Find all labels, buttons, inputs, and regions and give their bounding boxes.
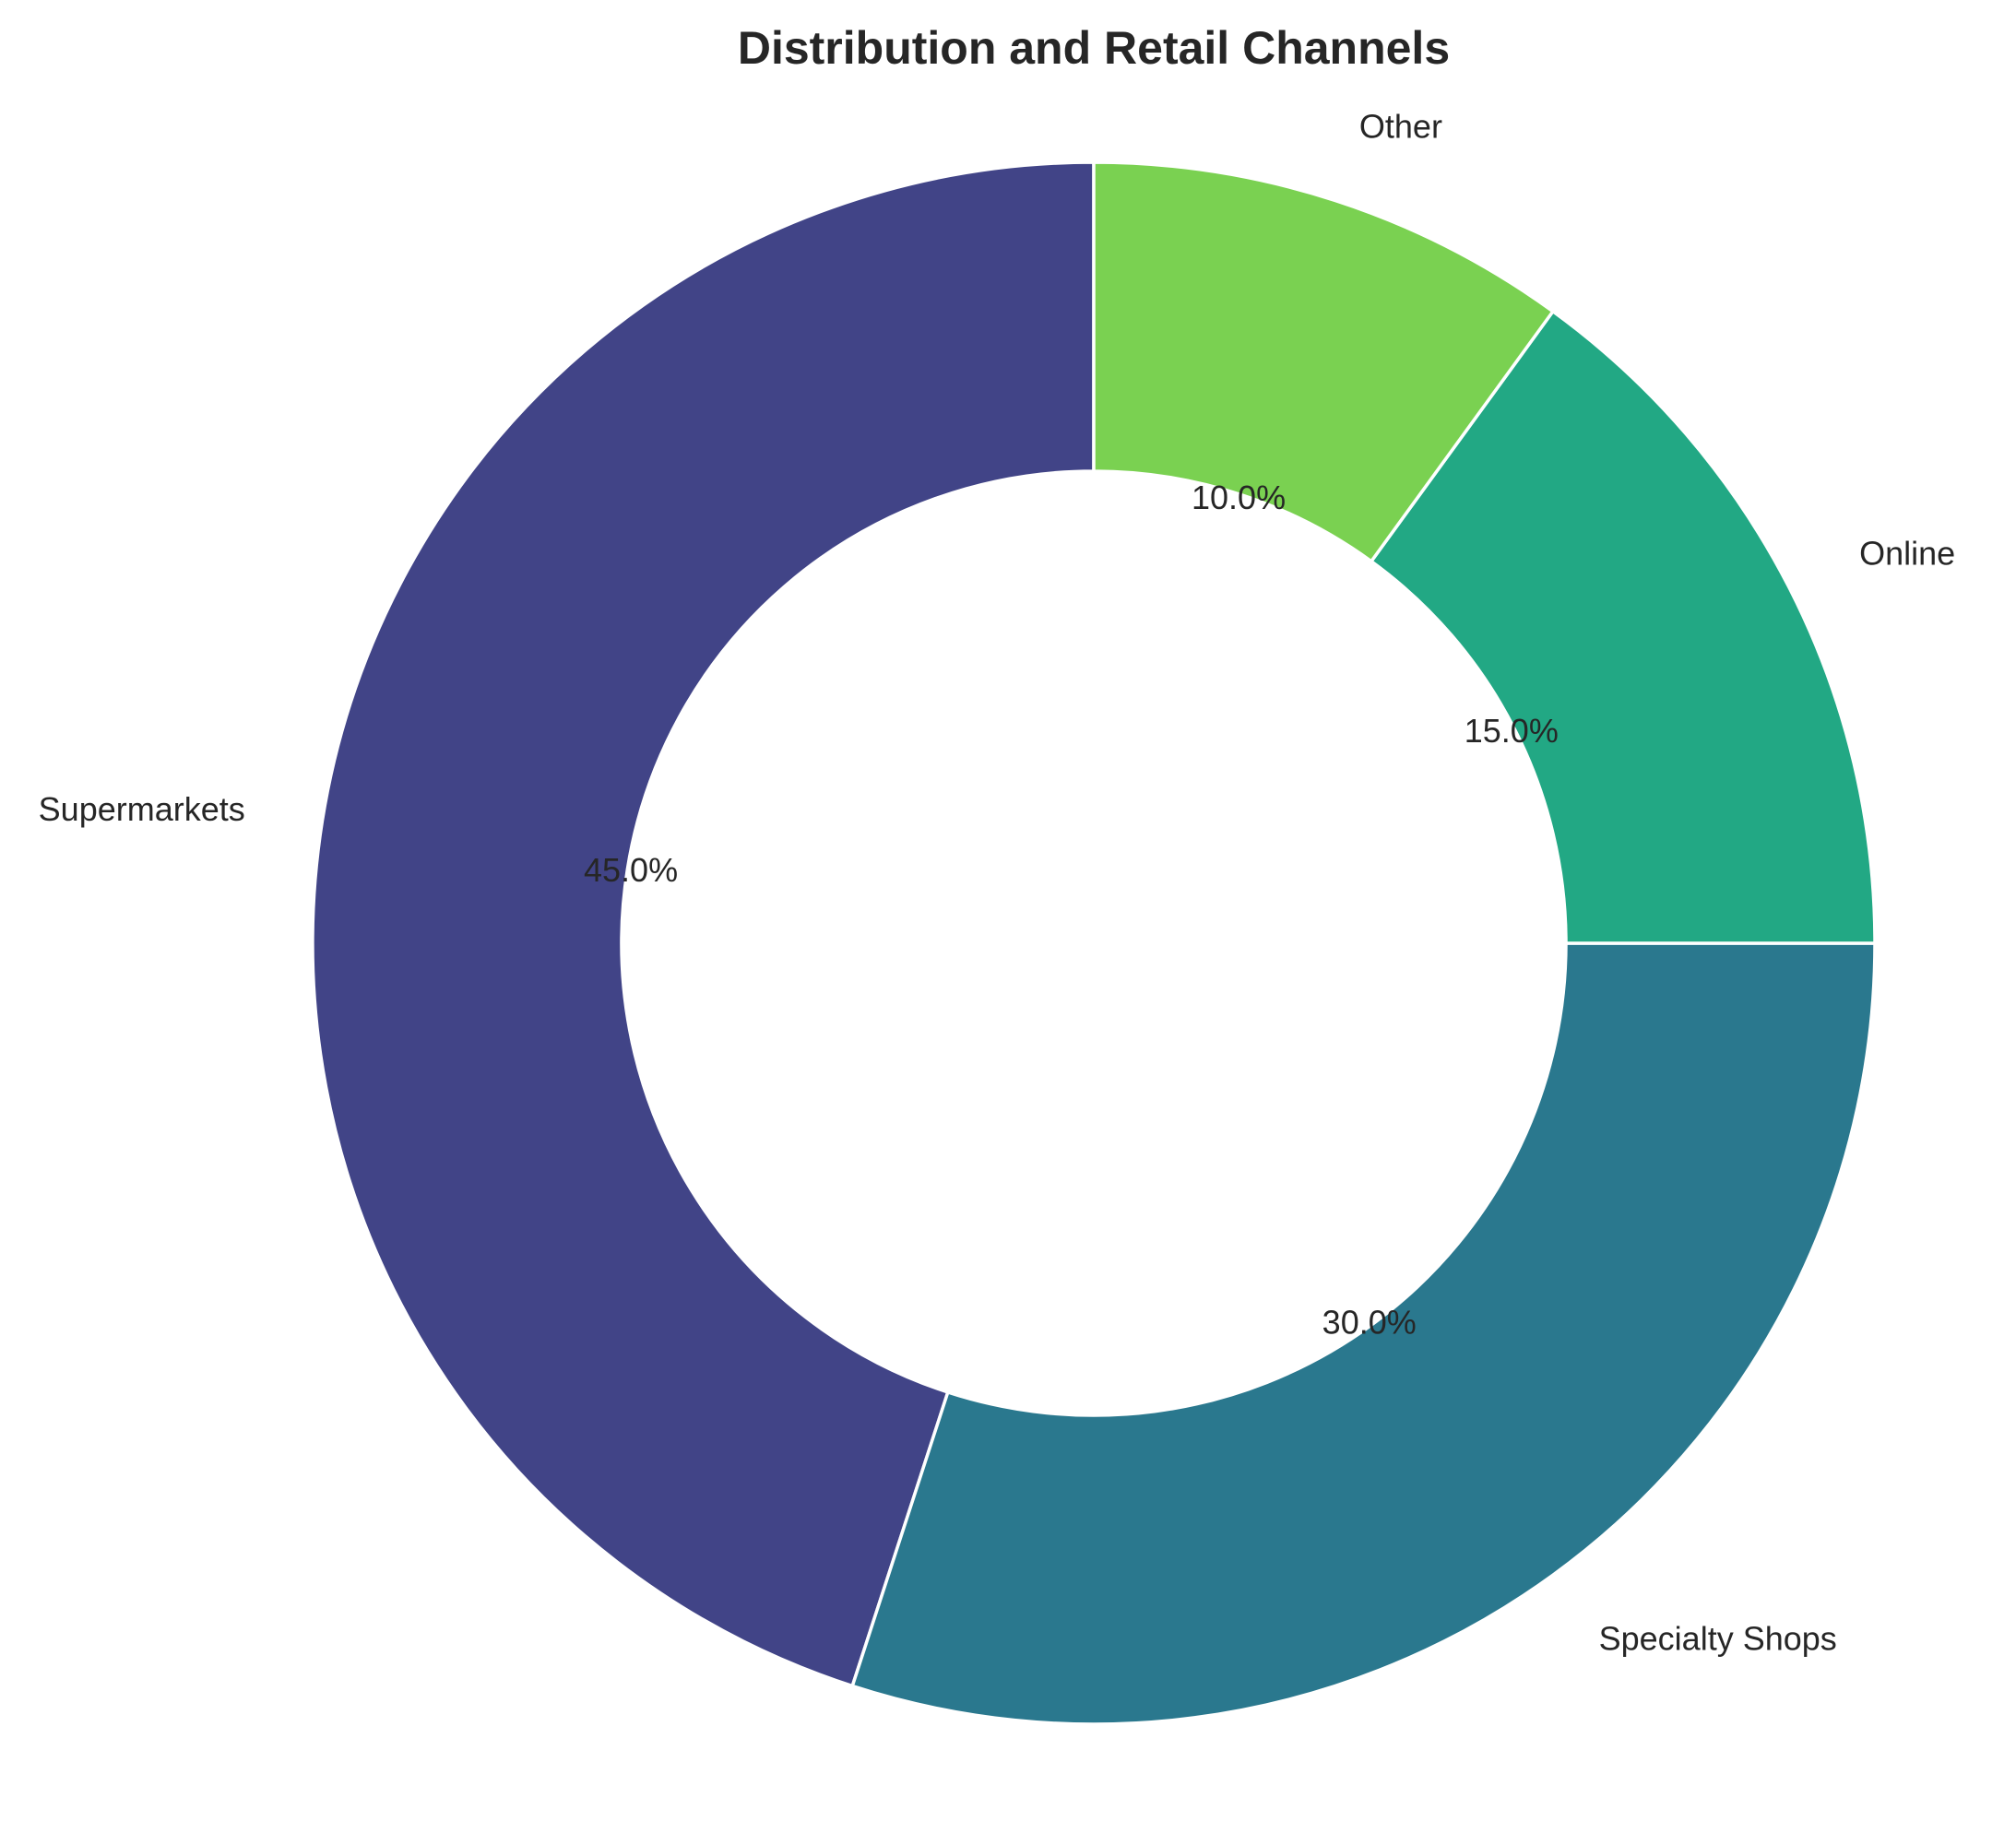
wedge-specialty-shops [850, 941, 1877, 1726]
slice-label-other: Other [1359, 107, 1442, 145]
wedge-other [1092, 160, 1556, 564]
slice-label-online: Online [1859, 535, 1955, 573]
pct-label-online: 15.0% [1465, 712, 1559, 750]
slice-label-supermarkets: Supermarkets [39, 790, 245, 828]
donut-wedges [311, 160, 1877, 1726]
wedge-online [1369, 309, 1877, 945]
slice-labels: Supermarkets 45.0% Specialty Shops 30.0% Onl… [39, 107, 1956, 1657]
wedge-supermarkets [311, 160, 1096, 1688]
pct-label-specialty-shops: 30.0% [1322, 1304, 1417, 1342]
pct-label-other: 10.0% [1192, 479, 1286, 516]
slice-label-specialty-shops: Specialty Shops [1599, 1619, 1837, 1657]
pct-label-supermarkets: 45.0% [584, 851, 678, 889]
chart-title: Distribution and Retail Channels [738, 22, 1450, 74]
